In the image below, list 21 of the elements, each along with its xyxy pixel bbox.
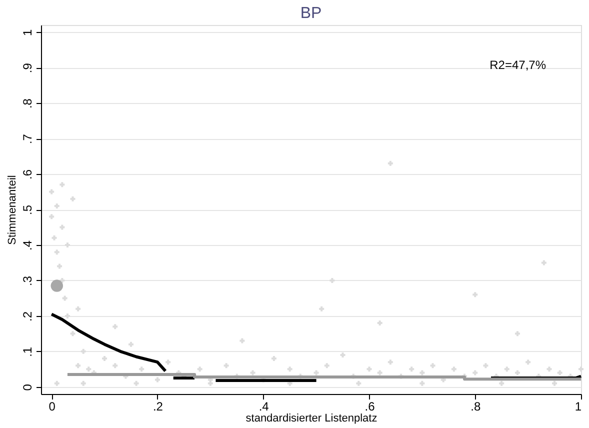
- y-tick-label: .6: [20, 169, 34, 180]
- x-tick-label: 0: [48, 400, 56, 414]
- y-tick-label: .4: [20, 240, 34, 250]
- y-tick-label: 0: [20, 384, 34, 391]
- x-tick-label: 1: [574, 400, 582, 414]
- y-tick-label: .3: [20, 276, 34, 286]
- y-axis-title: Stimmenanteil: [6, 175, 18, 245]
- y-tick-label: .2: [20, 311, 34, 322]
- x-tick-label: .4: [258, 400, 270, 414]
- y-tick-label: .9: [20, 62, 34, 74]
- y-tick-label: .7: [20, 134, 34, 144]
- y-tick-label: .5: [20, 204, 34, 216]
- annotation: R2=47,7%: [490, 58, 546, 72]
- y-tick-label: .8: [20, 98, 34, 109]
- y-tick-label: 1: [20, 28, 34, 36]
- chart-title: BP: [300, 5, 322, 22]
- x-tick-label: .6: [364, 400, 376, 414]
- x-axis-title: standardisierter Listenplatz: [246, 412, 378, 424]
- y-tick-label: .1: [20, 346, 34, 357]
- x-tick-label: .2: [152, 400, 164, 414]
- x-tick-label: .8: [470, 400, 481, 414]
